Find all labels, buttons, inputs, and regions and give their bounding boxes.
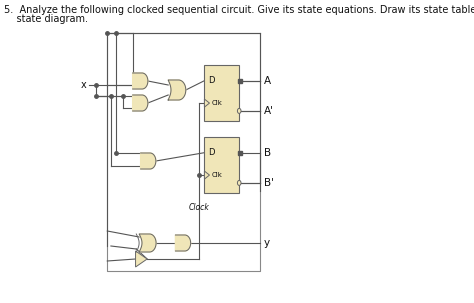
Polygon shape: [133, 95, 148, 111]
Text: y: y: [264, 238, 270, 248]
Polygon shape: [168, 80, 186, 100]
Text: B: B: [264, 148, 271, 158]
Text: Clk: Clk: [212, 100, 223, 106]
Polygon shape: [175, 235, 191, 251]
Text: 5.  Analyze the following clocked sequential circuit. Give its state equations. : 5. Analyze the following clocked sequent…: [4, 5, 474, 15]
Text: x: x: [81, 80, 86, 90]
Text: A': A': [264, 106, 274, 116]
Text: Clk: Clk: [212, 172, 223, 178]
Polygon shape: [141, 153, 156, 169]
Polygon shape: [133, 73, 148, 89]
Polygon shape: [139, 234, 156, 252]
Text: state diagram.: state diagram.: [4, 14, 88, 24]
Text: D: D: [208, 148, 215, 157]
Circle shape: [237, 108, 241, 113]
Bar: [204, 65, 239, 121]
Text: A: A: [264, 76, 271, 86]
Polygon shape: [204, 99, 210, 107]
Polygon shape: [136, 251, 147, 267]
Circle shape: [237, 180, 241, 185]
Text: Clock: Clock: [189, 204, 209, 212]
Polygon shape: [204, 171, 210, 179]
Text: D: D: [208, 76, 215, 85]
Text: B': B': [264, 178, 274, 188]
Bar: [204, 137, 239, 193]
